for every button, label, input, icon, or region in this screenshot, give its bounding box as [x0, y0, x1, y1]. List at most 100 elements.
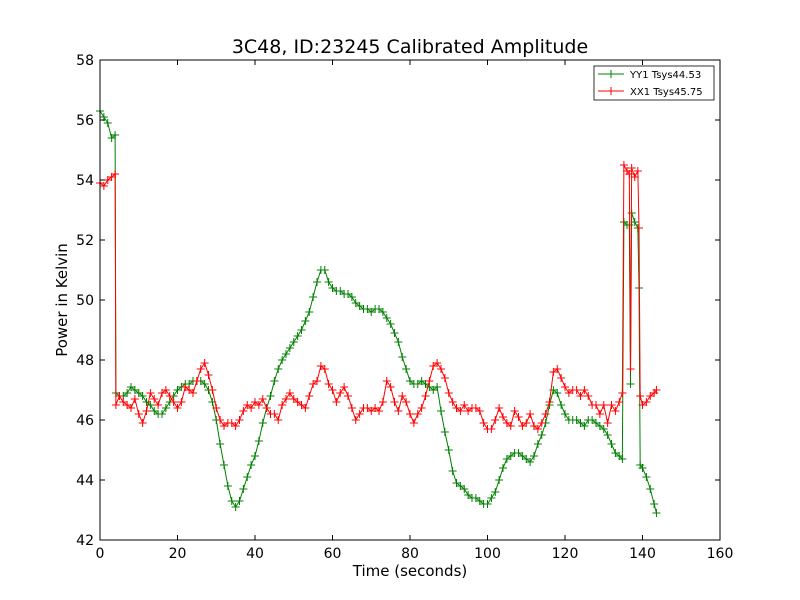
data-point	[324, 278, 333, 286]
data-point	[398, 392, 407, 400]
data-point	[522, 419, 531, 427]
data-point	[200, 380, 209, 388]
data-point	[285, 344, 294, 352]
data-point	[495, 476, 504, 484]
data-point	[398, 353, 407, 361]
series-1	[96, 161, 661, 433]
data-point	[448, 398, 457, 406]
data-point	[576, 392, 585, 400]
data-point	[282, 395, 290, 403]
data-point	[499, 413, 507, 421]
data-point	[99, 182, 108, 190]
x-tick-label: 60	[324, 546, 342, 562]
data-point	[491, 416, 500, 424]
data-point	[413, 410, 422, 418]
x-tick-label: 80	[401, 546, 419, 562]
x-tick-label: 160	[707, 546, 734, 562]
data-point	[561, 410, 569, 418]
y-tick-label: 56	[76, 113, 94, 129]
data-point	[625, 170, 634, 178]
data-point	[533, 440, 542, 448]
data-point	[607, 401, 616, 409]
data-point	[626, 380, 635, 388]
data-point	[204, 371, 213, 379]
data-point	[437, 365, 445, 373]
data-point	[491, 488, 500, 496]
data-point	[448, 467, 457, 475]
data-point	[526, 458, 535, 466]
data-point	[289, 338, 298, 346]
data-point	[247, 404, 256, 412]
data-point	[173, 404, 182, 412]
data-point	[603, 431, 612, 439]
y-tick-label: 46	[76, 413, 94, 429]
data-point	[111, 401, 120, 409]
data-point	[440, 374, 449, 382]
data-point	[378, 308, 387, 316]
data-point	[130, 395, 139, 403]
data-point	[262, 404, 271, 412]
data-point	[580, 422, 589, 430]
data-point	[530, 452, 538, 460]
data-point	[607, 440, 616, 448]
data-point	[635, 224, 644, 232]
data-point	[161, 404, 170, 412]
data-point	[592, 401, 600, 409]
legend-marker-yy1	[607, 70, 615, 78]
x-tick-label: 40	[246, 546, 264, 562]
data-point	[394, 407, 403, 415]
data-point	[572, 386, 581, 394]
data-point	[332, 398, 341, 406]
data-point	[630, 173, 639, 181]
data-point	[340, 383, 349, 391]
data-point	[386, 383, 395, 391]
data-point	[254, 401, 263, 409]
data-point	[309, 293, 318, 301]
data-point	[646, 485, 655, 493]
data-point	[433, 383, 442, 391]
data-point	[328, 386, 337, 394]
data-point	[633, 167, 642, 175]
chart-title: 3C48, ID:23245 Calibrated Amplitude	[232, 36, 588, 58]
x-tick-label: 100	[474, 546, 501, 562]
data-point	[297, 326, 306, 334]
data-point	[161, 386, 170, 394]
x-tick-label: 120	[552, 546, 579, 562]
data-point	[642, 473, 651, 481]
data-point	[382, 377, 391, 385]
data-point	[165, 392, 174, 400]
data-point	[618, 389, 627, 397]
data-point	[134, 410, 143, 418]
data-point	[258, 419, 267, 427]
data-point	[208, 386, 217, 394]
legend-marker-xx1	[607, 87, 615, 95]
legend: YY1 Tsys44.53 XX1 Tsys45.75	[593, 65, 715, 101]
data-point	[636, 392, 645, 400]
data-point	[580, 386, 589, 394]
data-point	[146, 389, 155, 397]
data-point	[433, 359, 442, 367]
data-point	[138, 392, 147, 400]
data-point	[111, 170, 120, 178]
data-point	[475, 407, 484, 415]
data-point	[533, 425, 542, 433]
data-point	[444, 389, 453, 397]
data-point	[239, 407, 248, 415]
data-point	[212, 404, 221, 412]
data-point	[650, 500, 659, 508]
data-point	[293, 332, 302, 340]
data-point	[537, 419, 546, 427]
data-point	[239, 485, 248, 493]
y-tick-label: 44	[76, 473, 94, 489]
x-axis-title: Time (seconds)	[352, 562, 468, 580]
data-point	[402, 365, 411, 373]
data-point	[584, 392, 593, 400]
data-point	[177, 398, 186, 406]
x-tick-label: 0	[96, 546, 105, 562]
data-point	[483, 500, 492, 508]
data-point	[266, 392, 275, 400]
data-point	[603, 419, 612, 427]
data-point	[111, 131, 120, 139]
data-point	[274, 365, 283, 373]
x-tick-label: 140	[629, 546, 656, 562]
